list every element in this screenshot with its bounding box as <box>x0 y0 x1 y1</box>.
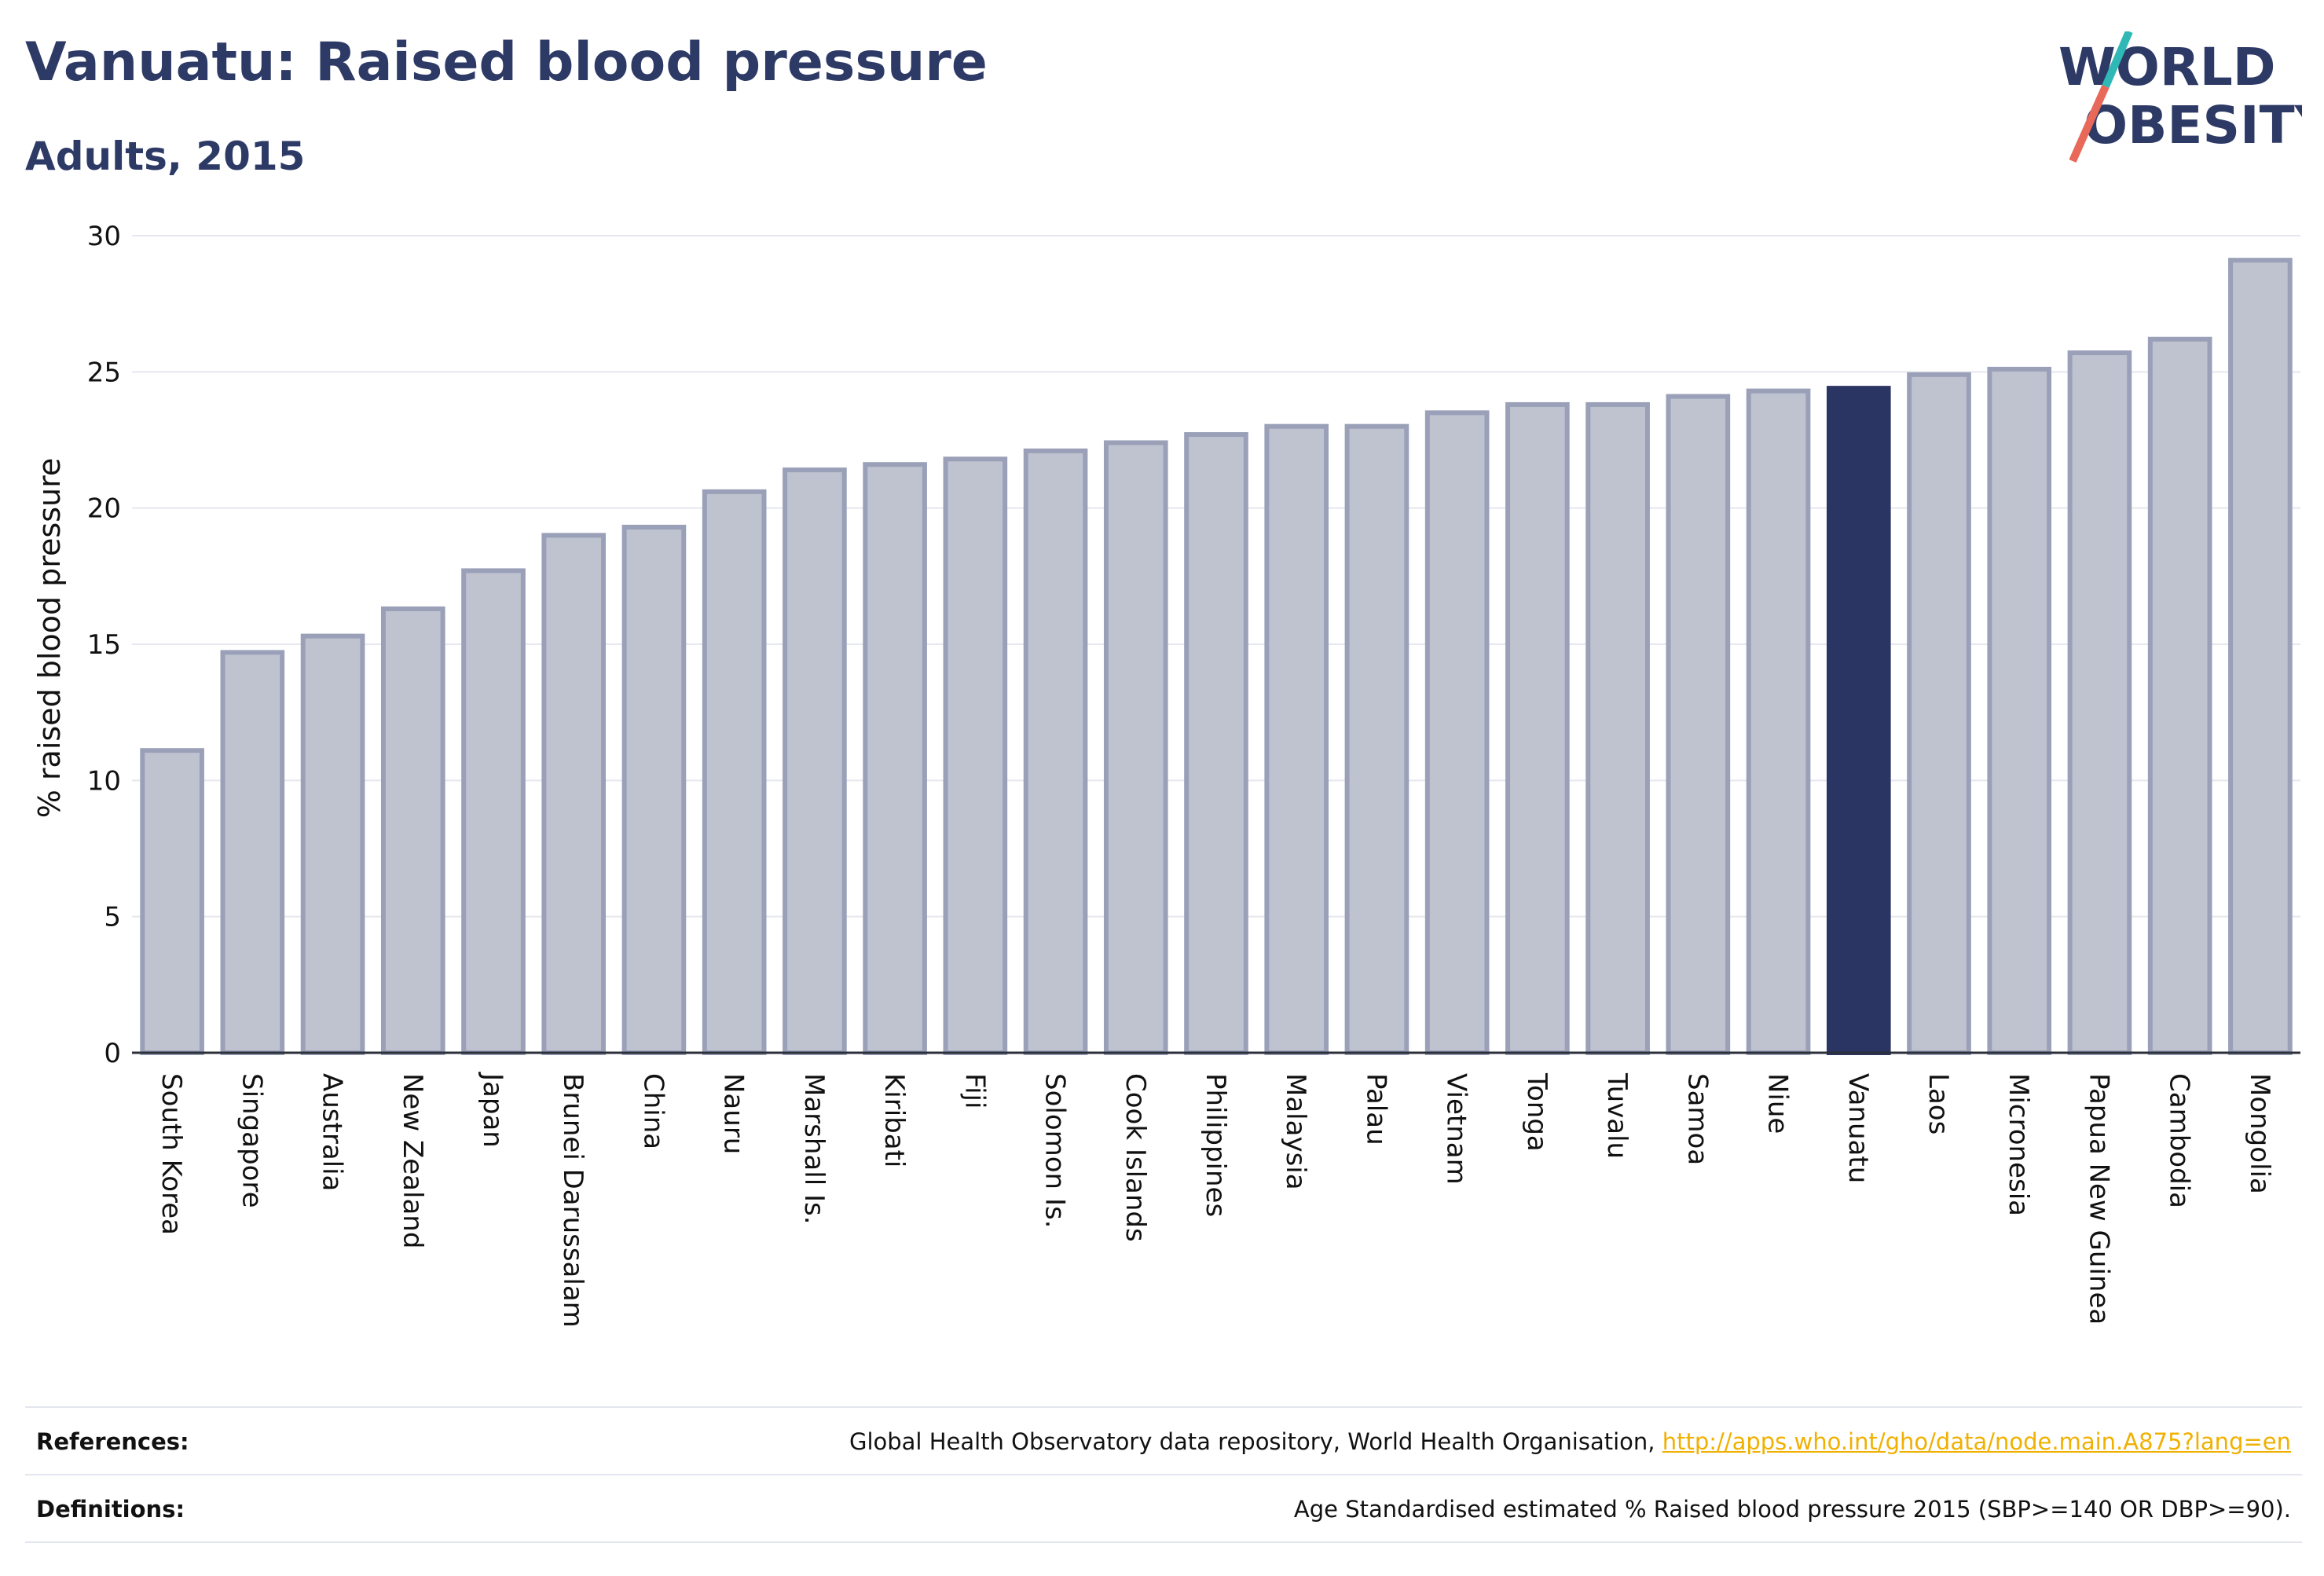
x-category-label: China <box>637 1073 669 1149</box>
y-axis-ticks: 0 5 10 15 20 25 30 <box>87 221 121 1069</box>
bar <box>2228 258 2293 1055</box>
y-tick-label: 20 <box>87 493 121 525</box>
x-category-label: Malaysia <box>1280 1073 1311 1190</box>
x-category-label: Japan <box>477 1072 508 1148</box>
footer-rule-middle <box>25 1474 2302 1475</box>
y-tick-label: 5 <box>104 902 121 933</box>
x-category-label: Micronesia <box>2003 1073 2034 1216</box>
x-category-label: Vietnam <box>1441 1073 1472 1185</box>
x-category-label: Tonga <box>1521 1072 1552 1152</box>
y-tick-label: 15 <box>87 629 121 661</box>
bar <box>702 489 767 1055</box>
x-category-label: Singapore <box>236 1073 267 1208</box>
x-category-label: Nauru <box>718 1073 750 1154</box>
definitions-row: Definitions: Age Standardised estimated … <box>25 1477 2302 1541</box>
x-category-label: Tuvalu <box>1601 1072 1633 1159</box>
x-axis-labels: South Korea Singapore Australia New Zealand… <box>156 1072 2275 1328</box>
bar <box>1424 410 1490 1055</box>
x-category-label: Solomon Is. <box>1039 1073 1071 1228</box>
x-category-label: South Korea <box>156 1073 187 1235</box>
x-category-label: Fiji <box>959 1073 990 1109</box>
bar <box>783 467 847 1055</box>
bar <box>1103 440 1168 1055</box>
bar <box>1907 372 1971 1055</box>
references-text: Global Health Observatory data repositor… <box>849 1428 1662 1455</box>
x-category-label: Palau <box>1360 1073 1391 1145</box>
x-category-label: Cambodia <box>2164 1073 2195 1208</box>
x-category-label: Niue <box>1762 1073 1794 1134</box>
bar <box>140 748 204 1055</box>
bar <box>220 650 285 1056</box>
bar <box>380 606 445 1055</box>
bar <box>1023 448 1088 1055</box>
bar <box>1184 432 1248 1055</box>
logo-line-2: OBESITY <box>2084 95 2302 156</box>
bar <box>621 524 687 1055</box>
references-link[interactable]: http://apps.who.int/gho/data/node.main.A… <box>1662 1428 2291 1455</box>
bar <box>2147 336 2212 1055</box>
x-category-label: Australia <box>317 1073 348 1191</box>
logo-slash-top <box>2102 31 2133 88</box>
bar <box>1746 388 1811 1056</box>
x-category-label: Brunei Darussalam <box>557 1073 588 1328</box>
x-category-label: Philippines <box>1200 1073 1231 1217</box>
bar-chart: 0 5 10 15 20 25 30 South Korea Singapore Austral… <box>32 221 2300 1328</box>
x-category-label: New Zealand <box>397 1073 428 1248</box>
x-category-label: Cook Islands <box>1120 1073 1151 1242</box>
footer-rule-top <box>25 1406 2302 1408</box>
definitions-text: Age Standardised estimated % Raised bloo… <box>1293 1496 2291 1523</box>
y-tick-label: 0 <box>104 1038 121 1069</box>
bar <box>1666 394 1731 1055</box>
logo-line-1: WORLD <box>2058 37 2276 97</box>
y-tick-label: 25 <box>87 357 121 388</box>
x-category-label: Marshall Is. <box>798 1073 830 1225</box>
bar <box>300 633 365 1055</box>
bar <box>1344 423 1409 1055</box>
footer-rule-bottom <box>25 1541 2302 1543</box>
bar <box>943 456 1008 1055</box>
x-category-label: Mongolia <box>2244 1073 2275 1194</box>
references-row: References: Global Health Observatory da… <box>25 1409 2302 1474</box>
x-category-label: Kiribati <box>878 1073 910 1167</box>
chart-title: Vanuatu: Raised blood pressure <box>25 31 988 93</box>
world-obesity-logo: WORLD OBESITY <box>2058 31 2302 163</box>
bar <box>1585 401 1650 1055</box>
x-category-label: Papua New Guinea <box>2083 1073 2114 1325</box>
references-value: Global Health Observatory data repositor… <box>849 1428 2302 1455</box>
bar <box>541 533 607 1055</box>
bar <box>1987 366 2052 1056</box>
x-category-label: Laos <box>1923 1073 1954 1134</box>
x-category-label: Samoa <box>1681 1073 1713 1165</box>
logo-slash-bottom <box>2069 84 2110 163</box>
y-axis-label: % raised blood pressure <box>32 458 67 819</box>
bar <box>1505 401 1570 1055</box>
bar <box>863 462 927 1055</box>
definitions-label: Definitions: <box>36 1496 185 1523</box>
bar <box>461 568 526 1055</box>
x-category-label: Vanuatu <box>1842 1073 1874 1183</box>
bar-highlight <box>1826 386 1891 1055</box>
y-tick-label: 30 <box>87 221 121 252</box>
references-label: References: <box>36 1428 189 1455</box>
y-tick-label: 10 <box>87 765 121 797</box>
bar <box>1264 423 1329 1055</box>
chart-subtitle: Adults, 2015 <box>25 134 306 179</box>
bar <box>2067 350 2132 1056</box>
bars <box>140 258 2293 1056</box>
